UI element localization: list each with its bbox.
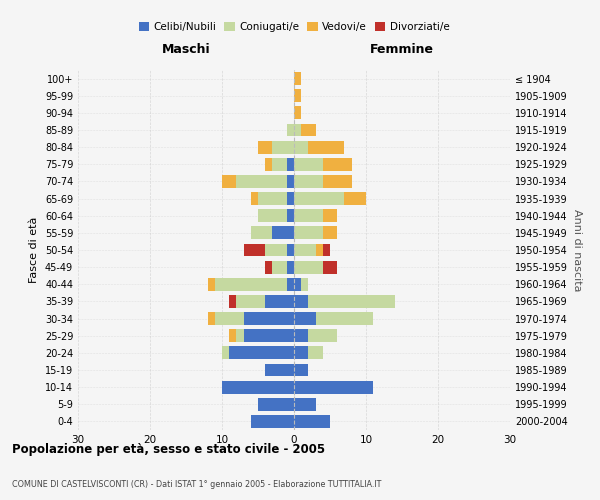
Bar: [294, 158, 323, 170]
Bar: [308, 330, 337, 342]
Bar: [316, 244, 323, 256]
Bar: [265, 295, 294, 308]
Bar: [258, 192, 287, 205]
Bar: [301, 124, 316, 136]
Bar: [258, 398, 294, 410]
Bar: [236, 295, 265, 308]
Bar: [287, 124, 294, 136]
Bar: [294, 210, 323, 222]
Bar: [229, 346, 294, 360]
Text: Femmine: Femmine: [370, 42, 434, 56]
Bar: [294, 278, 301, 290]
Bar: [272, 158, 287, 170]
Bar: [294, 380, 373, 394]
Bar: [251, 226, 272, 239]
Bar: [294, 415, 330, 428]
Bar: [294, 295, 308, 308]
Bar: [287, 175, 294, 188]
Bar: [244, 244, 265, 256]
Bar: [244, 312, 294, 325]
Bar: [323, 226, 337, 239]
Bar: [294, 124, 301, 136]
Bar: [323, 244, 330, 256]
Bar: [294, 244, 316, 256]
Bar: [265, 158, 272, 170]
Bar: [344, 192, 366, 205]
Y-axis label: Anni di nascita: Anni di nascita: [572, 209, 581, 291]
Bar: [323, 210, 337, 222]
Bar: [294, 175, 323, 188]
Bar: [316, 312, 373, 325]
Bar: [229, 295, 236, 308]
Bar: [236, 175, 287, 188]
Bar: [236, 330, 244, 342]
Bar: [294, 330, 308, 342]
Bar: [265, 364, 294, 376]
Bar: [294, 140, 308, 153]
Y-axis label: Fasce di età: Fasce di età: [29, 217, 39, 283]
Bar: [272, 226, 294, 239]
Bar: [251, 192, 258, 205]
Bar: [287, 192, 294, 205]
Bar: [301, 278, 308, 290]
Bar: [272, 260, 287, 274]
Bar: [251, 415, 294, 428]
Bar: [294, 260, 323, 274]
Bar: [222, 346, 229, 360]
Bar: [294, 192, 344, 205]
Bar: [294, 346, 308, 360]
Bar: [323, 158, 352, 170]
Bar: [272, 140, 294, 153]
Text: Popolazione per età, sesso e stato civile - 2005: Popolazione per età, sesso e stato civil…: [12, 442, 325, 456]
Text: COMUNE DI CASTELVISCONTI (CR) - Dati ISTAT 1° gennaio 2005 - Elaborazione TUTTIT: COMUNE DI CASTELVISCONTI (CR) - Dati IST…: [12, 480, 382, 489]
Bar: [294, 72, 301, 85]
Bar: [208, 312, 215, 325]
Text: Maschi: Maschi: [161, 42, 211, 56]
Bar: [323, 175, 352, 188]
Bar: [308, 346, 323, 360]
Bar: [287, 278, 294, 290]
Bar: [294, 312, 316, 325]
Bar: [258, 210, 287, 222]
Bar: [222, 380, 294, 394]
Bar: [287, 158, 294, 170]
Bar: [287, 260, 294, 274]
Bar: [287, 210, 294, 222]
Bar: [215, 278, 287, 290]
Bar: [308, 295, 395, 308]
Bar: [323, 260, 337, 274]
Bar: [308, 140, 344, 153]
Bar: [287, 244, 294, 256]
Bar: [222, 175, 236, 188]
Bar: [294, 364, 308, 376]
Bar: [294, 106, 301, 120]
Bar: [294, 398, 316, 410]
Bar: [294, 90, 301, 102]
Bar: [208, 278, 215, 290]
Bar: [215, 312, 244, 325]
Bar: [294, 226, 323, 239]
Bar: [244, 330, 294, 342]
Bar: [265, 260, 272, 274]
Bar: [229, 330, 236, 342]
Bar: [265, 244, 287, 256]
Bar: [258, 140, 272, 153]
Legend: Celibi/Nubili, Coniugati/e, Vedovi/e, Divorziati/e: Celibi/Nubili, Coniugati/e, Vedovi/e, Di…: [134, 18, 454, 36]
